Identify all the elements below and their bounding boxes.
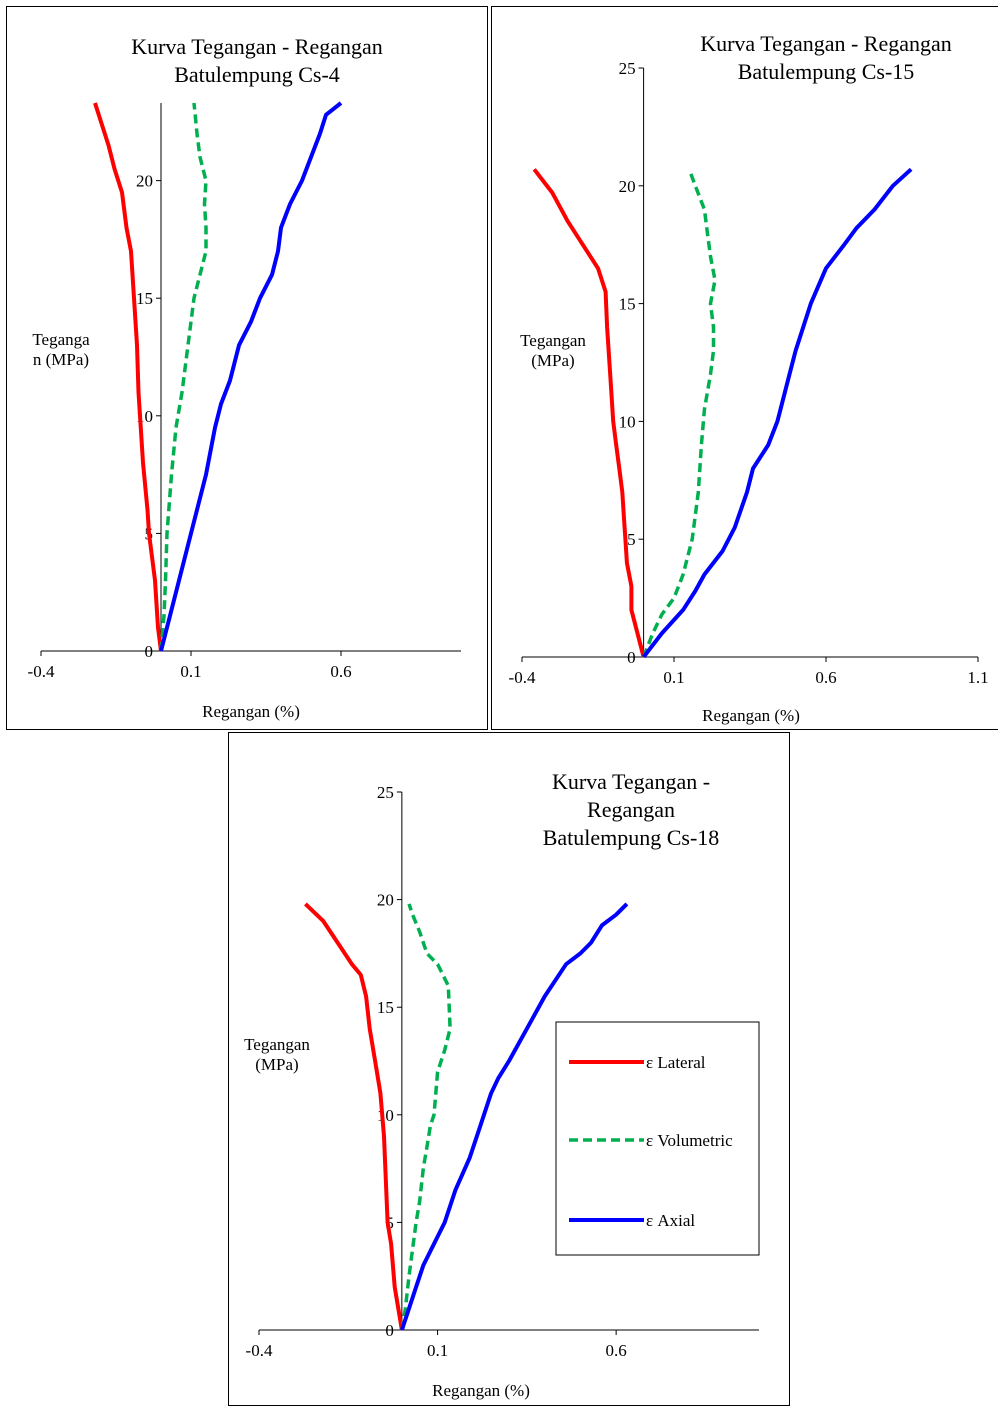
y-tick-label: 0 xyxy=(145,642,154,661)
y-tick-label: 15 xyxy=(619,295,636,314)
y-tick-label: 25 xyxy=(377,783,394,802)
y-tick-label: 0 xyxy=(385,1321,394,1340)
y-axis-label: Tegangan (MPa) xyxy=(520,331,586,370)
legend-label-volumetric: ε Volumetric xyxy=(646,1131,733,1150)
x-axis-label: Regangan (%) xyxy=(702,706,800,725)
y-axis-label: Teganga n (MPa) xyxy=(32,330,90,369)
x-tick-label: -0.4 xyxy=(28,662,55,681)
x-tick-label: 0.6 xyxy=(815,668,836,687)
y-tick-label: 15 xyxy=(377,998,394,1017)
y-tick-label: 5 xyxy=(627,530,636,549)
axes: -0.4 0.1 0.6 1.1 0 5 10 15 20 25 xyxy=(509,59,989,687)
y-tick-label: 10 xyxy=(377,1106,394,1125)
y-tick-label: 25 xyxy=(619,59,636,78)
x-tick-label: 0.1 xyxy=(427,1341,448,1360)
legend-label-axial: ε Axial xyxy=(646,1211,695,1230)
stress-strain-chart-cs15: -0.4 0.1 0.6 1.1 0 5 10 15 20 25 Kurva Tegangan - … xyxy=(509,31,989,725)
series-line-axial xyxy=(159,101,343,652)
chart-title: Kurva Tegangan - Regangan Batulempung Cs-… xyxy=(131,34,383,87)
x-tick-label: 0.1 xyxy=(663,668,684,687)
legend: ε Lateral ε Volumetric ε Axial xyxy=(555,1021,760,1256)
x-tick-label: 1.1 xyxy=(967,668,988,687)
chart-panel-cs4: -0.4 0.1 0.6 0 5 10 15 20 Kurva Tegangan - Regan… xyxy=(6,6,488,730)
series-line-volumetric xyxy=(641,168,717,658)
x-axis-label: Regangan (%) xyxy=(432,1381,530,1400)
chart-panel-cs18: -0.4 0.1 0.6 0 5 10 15 20 25 Kurva Tegangan -Rega… xyxy=(228,732,790,1406)
series-line-lateral xyxy=(532,168,646,658)
series-line-axial xyxy=(642,167,913,659)
y-tick-label: 20 xyxy=(377,891,394,910)
x-tick-label: 0.6 xyxy=(330,662,351,681)
chart-panel-cs15: -0.4 0.1 0.6 1.1 0 5 10 15 20 25 Kurva Tegangan - … xyxy=(491,6,998,730)
x-tick-label: -0.4 xyxy=(509,668,536,687)
series-line-axial xyxy=(400,902,629,1331)
chart-title: Kurva Tegangan - Regangan Batulempung Cs-… xyxy=(700,31,952,84)
chart-title: Kurva Tegangan -Regangan Batulempung Cs-1… xyxy=(543,769,720,850)
series-line-volumetric xyxy=(159,102,208,652)
y-tick-label: 20 xyxy=(619,177,636,196)
x-tick-label: -0.4 xyxy=(246,1341,273,1360)
x-tick-label: 0.6 xyxy=(606,1341,627,1360)
y-tick-label: 10 xyxy=(619,412,636,431)
series-line-lateral xyxy=(304,902,404,1331)
series-line-lateral xyxy=(93,102,163,652)
x-axis-label: Regangan (%) xyxy=(202,702,300,721)
y-tick-label: 15 xyxy=(136,289,153,308)
y-tick-label: 0 xyxy=(627,648,636,667)
legend-label-lateral: ε Lateral xyxy=(646,1053,706,1072)
series-line-volumetric xyxy=(400,903,452,1331)
y-tick-label: 20 xyxy=(136,172,153,191)
x-tick-label: 0.1 xyxy=(180,662,201,681)
y-axis-label: Tegangan (MPa) xyxy=(244,1035,310,1074)
